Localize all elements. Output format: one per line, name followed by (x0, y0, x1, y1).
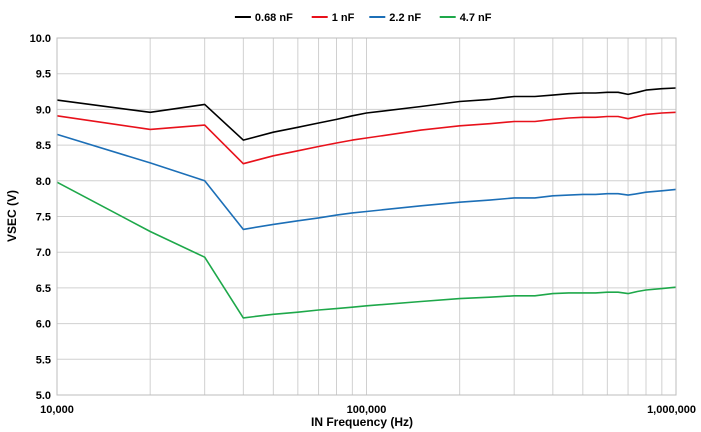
y-tick-label: 10.0 (30, 33, 51, 45)
axis-frame (56, 37, 677, 396)
y-tick-label: 8.5 (36, 140, 51, 152)
y-tick-label: 5.5 (36, 354, 51, 366)
y-tick-label: 9.5 (36, 69, 51, 81)
legend-label: 4.7 nF (460, 12, 492, 24)
series-line (56, 87, 677, 141)
x-tick-label: 1,000,000 (647, 404, 696, 416)
y-tick-label: 5.0 (36, 390, 51, 402)
y-tick-label: 7.0 (36, 247, 51, 259)
legend-label: 1 nF (332, 12, 355, 24)
x-tick-labels: 10,000 100,000 1,000,000 (40, 404, 696, 416)
y-tick-label: 8.0 (36, 176, 51, 188)
x-tick-label: 100,000 (347, 404, 387, 416)
y-tick-label: 9.0 (36, 104, 51, 116)
legend-label: 0.68 nF (255, 12, 293, 24)
series-line (56, 111, 677, 165)
legend: 0.68 nF 1 nF 2.2 nF 4.7 nF (234, 12, 492, 24)
x-tick-label: 10,000 (40, 404, 74, 416)
series-lines (56, 87, 677, 319)
y-tick-label: 6.0 (36, 319, 51, 331)
legend-label: 2.2 nF (389, 12, 421, 24)
y-tick-label: 6.5 (36, 283, 51, 295)
plot-frame (56, 37, 677, 396)
series-line (56, 181, 677, 319)
grid-lines (56, 37, 677, 396)
y-axis-title: VSEC (V) (5, 190, 19, 242)
y-tick-label: 7.5 (36, 212, 51, 224)
y-tick-labels: 5.0 5.5 6.0 6.5 7.0 7.5 8.0 8.5 9.0 9.5 10.0 (30, 33, 51, 402)
series-line (56, 133, 677, 231)
x-axis-title: IN Frequency (Hz) (311, 415, 413, 429)
